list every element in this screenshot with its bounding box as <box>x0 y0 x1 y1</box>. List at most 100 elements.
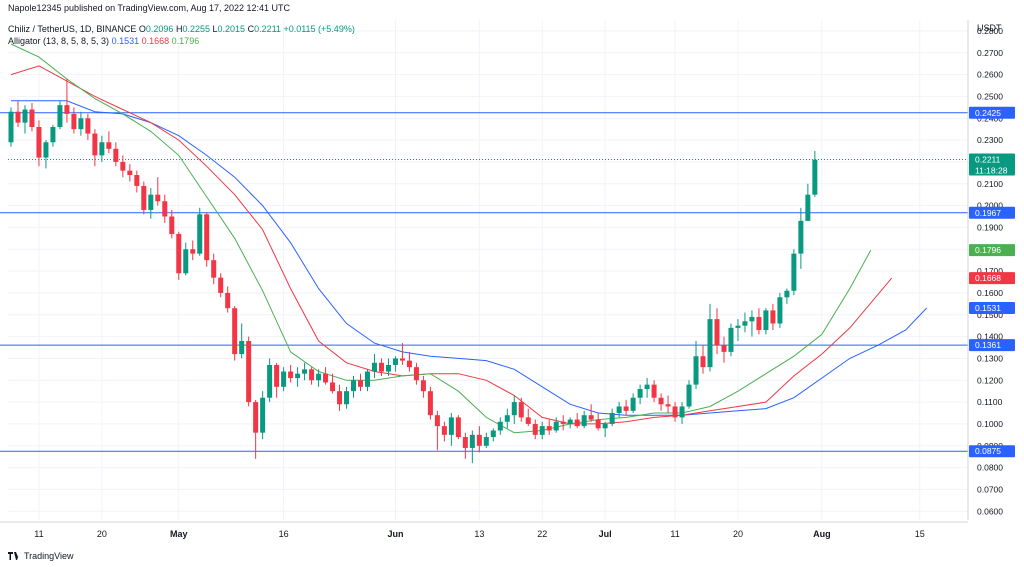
x-tick-label: Aug <box>813 529 831 539</box>
candle-body <box>71 113 77 130</box>
level-price-label-bg <box>969 106 1015 119</box>
candle-down <box>714 308 720 355</box>
candle-body <box>211 260 217 278</box>
ohlc-open: 0.2096 <box>145 24 174 34</box>
candle-body <box>420 380 426 392</box>
candle-up <box>567 417 573 429</box>
candle-down <box>623 399 629 416</box>
y-tick-label: 0.2700 <box>977 48 1003 58</box>
currency-label: USDT <box>977 23 1002 33</box>
candles <box>8 78 818 464</box>
candle-body <box>225 292 231 309</box>
candle-up <box>630 393 636 414</box>
level-price-label: 0.2425 <box>969 106 1015 119</box>
symbol-name: Chiliz / TetherUS, 1D, BINANCE <box>8 24 137 34</box>
candle-body <box>413 367 419 381</box>
level-price-label-text: 0.0875 <box>975 446 1001 456</box>
level-price-label-text: 0.1967 <box>975 208 1001 218</box>
candle-body <box>728 327 734 352</box>
time-axis[interactable]: 1120May16Jun1322Jul1120Aug15Sep <box>0 521 1024 539</box>
candle-body <box>490 430 496 438</box>
tradingview-brand[interactable]: TradingView <box>8 551 74 561</box>
candle-up <box>260 391 266 440</box>
y-tick-label: 0.1000 <box>977 419 1003 429</box>
y-tick-label: 0.2300 <box>977 135 1003 145</box>
candle-body <box>651 384 657 398</box>
candle-down <box>420 375 426 398</box>
publisher-line: Napole12345 published on TradingView.com… <box>8 3 291 13</box>
indicator-price-label-teeth-bg <box>969 272 1015 285</box>
candle-body <box>763 310 769 331</box>
candle-up <box>497 417 503 435</box>
candle-down <box>225 286 231 313</box>
x-tick-label: May <box>170 529 188 539</box>
candle-down <box>455 415 461 440</box>
candle-up <box>385 358 391 376</box>
indicator-price-label-lips-bg <box>969 244 1015 257</box>
candle-down <box>309 367 315 385</box>
candle-down <box>399 343 405 365</box>
candle-body <box>371 362 377 372</box>
candle-body <box>50 126 56 143</box>
ohlc-close-label: C <box>247 24 255 34</box>
brand-name: TradingView <box>24 551 74 561</box>
candle-up <box>57 100 63 130</box>
ohlc-low: 0.2015 <box>217 24 246 34</box>
candle-up <box>344 386 350 409</box>
indicator-price-label-lips-text: 0.1796 <box>975 245 1001 255</box>
candle-up <box>539 421 545 440</box>
candle-body <box>85 118 91 134</box>
candle-down <box>134 170 140 193</box>
candle-down <box>92 129 98 167</box>
candle-up <box>791 249 797 296</box>
level-price-label-bg <box>969 206 1015 219</box>
candle-body <box>148 194 154 210</box>
level-price-label-text: 0.1361 <box>975 340 1001 350</box>
candle-down <box>427 386 433 420</box>
candle-body <box>253 402 259 433</box>
candle-down <box>232 306 238 361</box>
indicator-legend[interactable]: Alligator (13, 8, 5, 8, 5, 3) 0.1531 0.1… <box>8 36 199 46</box>
candle-body <box>57 105 63 127</box>
candle-up <box>239 323 245 359</box>
x-tick-label: Jun <box>387 529 403 539</box>
candle-down <box>518 397 524 422</box>
candle-body <box>812 159 818 195</box>
level-price-label-bg <box>969 445 1015 458</box>
candle-body <box>448 417 454 435</box>
y-tick-label: 0.1600 <box>977 288 1003 298</box>
candle-body <box>630 397 636 411</box>
level-price-label: 0.1967 <box>969 206 1015 219</box>
ohlc-low-label: L <box>212 24 218 34</box>
candle-body <box>742 321 748 326</box>
candle-body <box>106 142 112 149</box>
candle-down <box>574 413 580 429</box>
candle-body <box>120 161 126 171</box>
symbol-legend[interactable]: Chiliz / TetherUS, 1D, BINANCE O0.2096 H… <box>8 24 355 34</box>
candle-down <box>162 194 168 224</box>
candle-body <box>525 417 531 424</box>
candle-body <box>770 310 776 324</box>
candle-up <box>693 340 699 389</box>
candle-up <box>511 395 517 424</box>
candle-body <box>378 362 384 372</box>
candle-body <box>204 214 210 261</box>
candle-down <box>127 164 133 182</box>
candle-body <box>8 111 14 143</box>
candle-body <box>141 185 147 210</box>
ohlc-high: 0.2255 <box>182 24 210 34</box>
x-tick-label: 13 <box>474 529 484 539</box>
candle-down <box>253 399 259 459</box>
candle-body <box>274 364 280 387</box>
indicator-price-label-teeth: 0.1668 <box>969 272 1015 285</box>
tradingview-logo-icon <box>8 552 20 560</box>
candle-up <box>798 207 804 269</box>
candle-up <box>316 369 322 387</box>
candle-body <box>78 118 84 130</box>
candle-body <box>162 201 168 217</box>
candle-down <box>204 212 210 267</box>
candle-body <box>364 371 370 387</box>
x-tick-label: Jul <box>599 529 612 539</box>
candle-body <box>427 391 433 416</box>
